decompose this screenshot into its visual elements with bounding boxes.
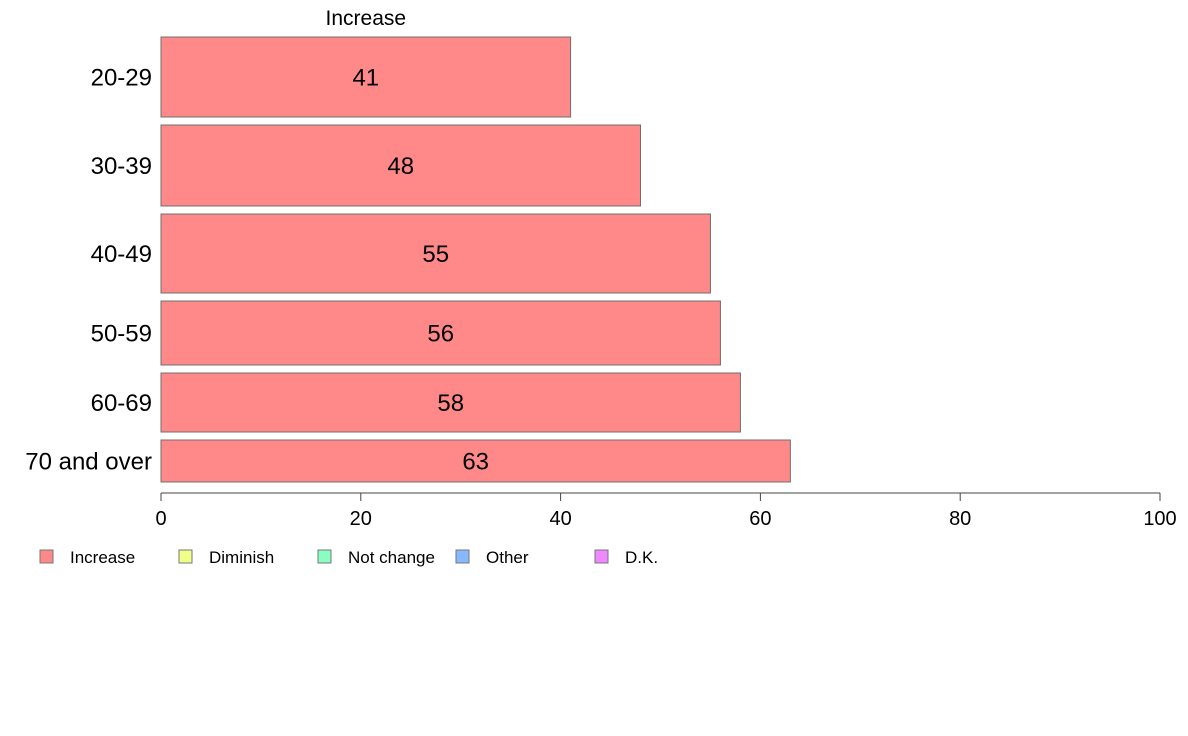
legend-label: Other	[486, 548, 529, 567]
x-tick-label: 100	[1143, 508, 1176, 530]
legend-swatch-increase	[39, 549, 54, 564]
legend-swatch-diminish	[178, 549, 193, 564]
bar-increase-2	[160, 213, 711, 294]
category-label: 20-29	[91, 65, 152, 92]
x-tick-label: 20	[350, 508, 372, 530]
value-label: 48	[387, 153, 414, 180]
category-label: 50-59	[91, 321, 152, 348]
legend-label: D.K.	[625, 548, 658, 567]
legend-swatch-not-change	[317, 549, 332, 564]
value-label: 55	[422, 241, 449, 268]
category-label: 70 and over	[25, 449, 152, 476]
value-label: 56	[427, 321, 454, 348]
bar-increase-0	[160, 36, 572, 118]
bar-increase-4	[160, 372, 741, 433]
bar-increase-1	[160, 124, 642, 207]
x-tick-label: 0	[155, 508, 166, 530]
value-label: 41	[352, 65, 379, 92]
x-tick-label: 60	[749, 508, 771, 530]
segment-header: Increase	[326, 7, 407, 30]
legend-label: Not change	[348, 548, 435, 567]
bar-increase-5	[160, 439, 791, 483]
bar-increase-3	[160, 300, 721, 366]
legend-swatch-d-k-	[594, 549, 609, 564]
category-label: 30-39	[91, 153, 152, 180]
value-label: 63	[462, 449, 489, 476]
category-label: 40-49	[91, 241, 152, 268]
legend-label: Diminish	[209, 548, 274, 567]
legend-swatch-other	[455, 549, 470, 564]
legend-label: Increase	[70, 548, 135, 567]
category-label: 60-69	[91, 390, 152, 417]
value-label: 58	[437, 390, 464, 417]
x-tick-label: 80	[949, 508, 971, 530]
x-tick-label: 40	[549, 508, 571, 530]
